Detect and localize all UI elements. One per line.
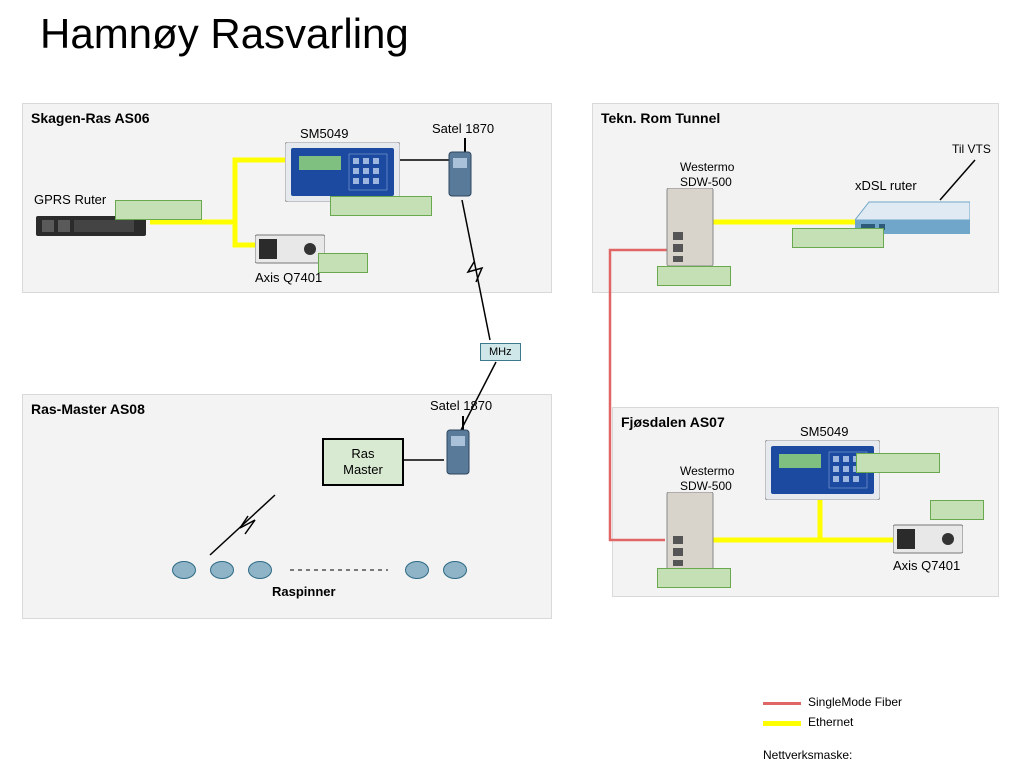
rasmaster-box: Ras Master bbox=[322, 438, 404, 486]
greenbox bbox=[792, 228, 884, 248]
satel-a-label: Satel 1870 bbox=[432, 121, 494, 136]
page-title: Hamnøy Rasvarling bbox=[40, 10, 409, 58]
diagram-canvas: { "title": "Hamnøy Rasvarling", "colors"… bbox=[0, 0, 1024, 771]
axis-a-icon bbox=[255, 230, 325, 265]
raspinner-label: Raspinner bbox=[272, 584, 336, 599]
mhz-box: MHz bbox=[480, 343, 521, 361]
greenbox bbox=[330, 196, 432, 216]
westermo-b-label: Westermo bbox=[680, 464, 734, 478]
greenbox bbox=[657, 568, 731, 588]
zone-rasmaster-title: Ras-Master AS08 bbox=[31, 401, 145, 417]
westermo-a-label: Westermo bbox=[680, 160, 734, 174]
legend-eth-line bbox=[763, 721, 801, 726]
westermo-b-icon bbox=[665, 492, 715, 572]
greenbox bbox=[930, 500, 984, 520]
til-vts-label: Til VTS bbox=[952, 142, 991, 156]
greenbox bbox=[115, 200, 202, 220]
sdw500-b-label: SDW-500 bbox=[680, 479, 732, 493]
greenbox bbox=[657, 266, 731, 286]
raspinner-dot bbox=[210, 561, 234, 579]
raspinner-dot bbox=[443, 561, 467, 579]
axis-a-label: Axis Q7401 bbox=[255, 270, 322, 285]
legend-eth-label: Ethernet bbox=[808, 715, 853, 729]
satel-b-label: Satel 1870 bbox=[430, 398, 492, 413]
axis-b-label: Axis Q7401 bbox=[893, 558, 960, 573]
satel-a-icon bbox=[445, 138, 475, 200]
westermo-a-icon bbox=[665, 188, 715, 268]
nettverksmaske-label: Nettverksmaske: bbox=[763, 748, 852, 762]
sm5049-a-icon bbox=[285, 142, 400, 202]
greenbox bbox=[318, 253, 368, 273]
zone-tekn-title: Tekn. Rom Tunnel bbox=[601, 110, 720, 126]
sm5049-b-label: SM5049 bbox=[800, 424, 848, 439]
sdw500-a-label: SDW-500 bbox=[680, 175, 732, 189]
zone-fjos-title: Fjøsdalen AS07 bbox=[621, 414, 725, 430]
raspinner-dot bbox=[172, 561, 196, 579]
legend-fiber-label: SingleMode Fiber bbox=[808, 695, 902, 709]
gprs-label: GPRS Ruter bbox=[34, 192, 106, 207]
axis-b-icon bbox=[893, 520, 963, 555]
satel-b-icon bbox=[443, 416, 473, 478]
zone-skagen-title: Skagen-Ras AS06 bbox=[31, 110, 150, 126]
greenbox bbox=[856, 453, 940, 473]
xdsl-label: xDSL ruter bbox=[855, 178, 917, 193]
raspinner-dot bbox=[405, 561, 429, 579]
raspinner-dot bbox=[248, 561, 272, 579]
legend-fiber-line bbox=[763, 702, 801, 705]
sm5049-a-label: SM5049 bbox=[300, 126, 348, 141]
